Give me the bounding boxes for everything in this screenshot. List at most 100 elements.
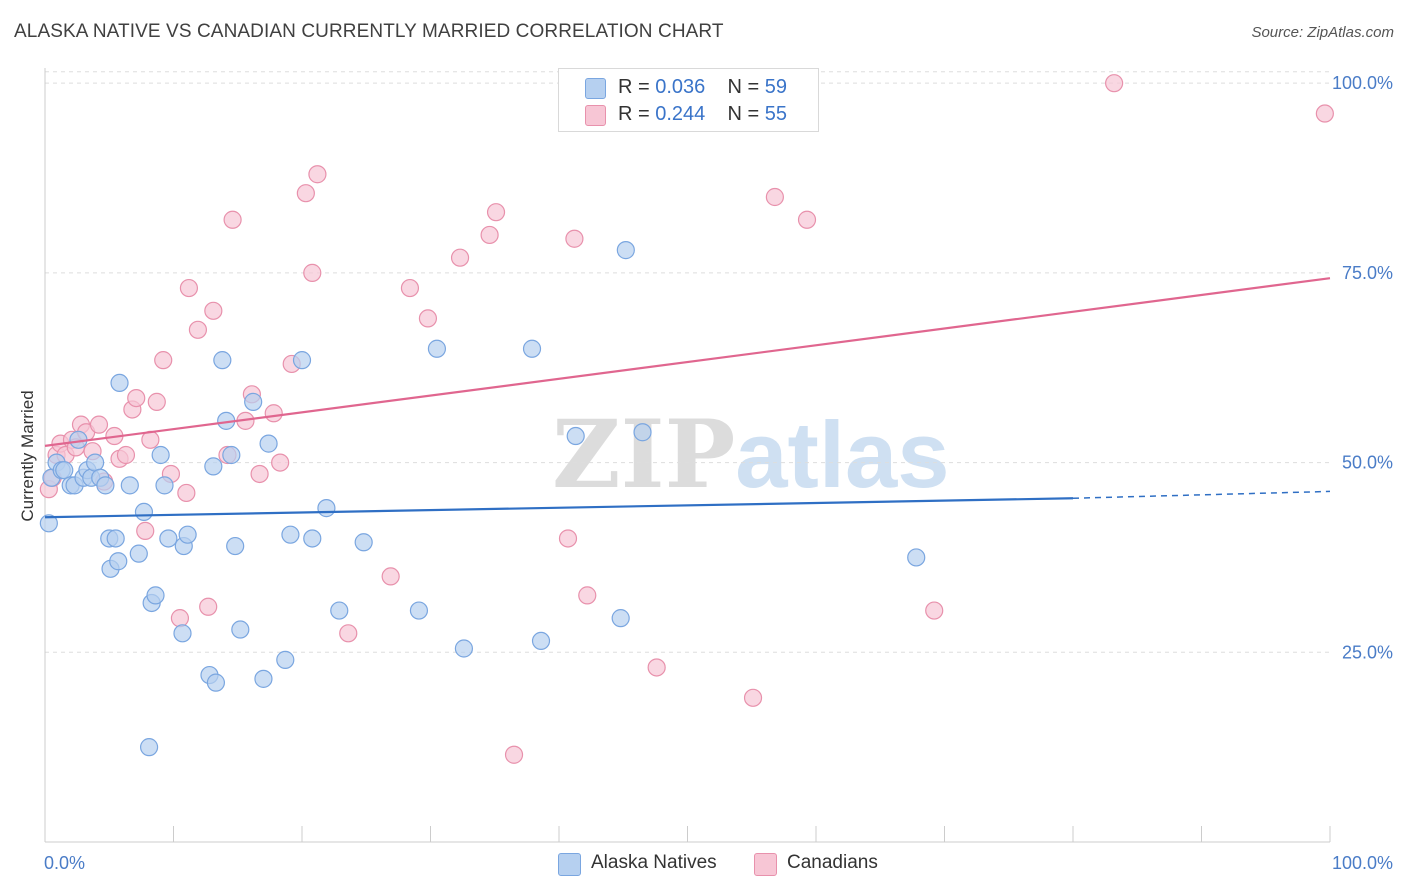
- alaska-point: [455, 640, 472, 657]
- legend-text-alaska: R = 0.036 N = 59: [618, 76, 787, 99]
- canadian-point: [148, 393, 165, 410]
- canadian-point: [251, 465, 268, 482]
- alaska-point: [174, 625, 191, 642]
- legend-r-label: R =: [618, 103, 650, 125]
- correlation-legend: R = 0.036 N = 59 R = 0.244 N = 55: [558, 68, 819, 132]
- alaska-point: [97, 477, 114, 494]
- canadian-point: [506, 746, 523, 763]
- alaska-point: [214, 352, 231, 369]
- alaska-point: [294, 352, 311, 369]
- alaska-point: [141, 739, 158, 756]
- alaska-point: [331, 602, 348, 619]
- canadian-point: [224, 211, 241, 228]
- alaska-point: [107, 530, 124, 547]
- x-tick-label: 0.0%: [44, 853, 85, 873]
- alaska-point: [260, 435, 277, 452]
- alaska-point: [147, 587, 164, 604]
- alaska-point: [160, 530, 177, 547]
- canadian-point: [205, 302, 222, 319]
- legend-n-value: 59: [765, 76, 787, 98]
- alaska-point: [121, 477, 138, 494]
- canadian-point: [799, 211, 816, 228]
- alaska-point: [524, 340, 541, 357]
- y-tick-label: 75.0%: [1342, 263, 1393, 283]
- alaska-point: [87, 454, 104, 471]
- legend-r-label: R =: [618, 76, 650, 98]
- alaska-point: [110, 553, 127, 570]
- canadian-point: [272, 454, 289, 471]
- alaska-point: [205, 458, 222, 475]
- canadian-point: [766, 189, 783, 206]
- legend-r-value: 0.036: [655, 76, 705, 98]
- alaska-point: [223, 447, 240, 464]
- legend-n-label: N =: [728, 76, 760, 98]
- canadian-point: [189, 321, 206, 338]
- canadian-point: [481, 226, 498, 243]
- alaska-point: [612, 610, 629, 627]
- canadian-point: [488, 204, 505, 221]
- alaska-point: [908, 549, 925, 566]
- canadian-point: [745, 689, 762, 706]
- alaska-point: [533, 632, 550, 649]
- alaska-point: [410, 602, 427, 619]
- series-label-canadians: Canadians: [787, 852, 878, 874]
- series-label-alaska: Alaska Natives: [591, 852, 717, 874]
- legend-n-value: 55: [765, 103, 787, 125]
- alaska-point: [304, 530, 321, 547]
- y-tick-label: 50.0%: [1342, 453, 1393, 473]
- canadian-point: [304, 264, 321, 281]
- alaska-point: [428, 340, 445, 357]
- canadian-point: [90, 416, 107, 433]
- canadian-point: [559, 530, 576, 547]
- canadian-point: [419, 310, 436, 327]
- canadian-point: [566, 230, 583, 247]
- alaska-point: [152, 447, 169, 464]
- alaska-point: [232, 621, 249, 638]
- canadian-point: [171, 610, 188, 627]
- canadian-point: [648, 659, 665, 676]
- alaska-point: [634, 424, 651, 441]
- alaska-trend-extension: [1073, 491, 1330, 498]
- canadian-point: [180, 280, 197, 297]
- alaska-point: [617, 242, 634, 259]
- alaska-point: [56, 462, 73, 479]
- legend-r-value: 0.244: [655, 103, 705, 125]
- alaska-point: [135, 503, 152, 520]
- alaska-point: [207, 674, 224, 691]
- canadian-point: [128, 390, 145, 407]
- alaska-point: [277, 651, 294, 668]
- canadian-point: [200, 598, 217, 615]
- canadian-point: [452, 249, 469, 266]
- alaska-point: [227, 538, 244, 555]
- canadian-point: [1316, 105, 1333, 122]
- alaska-point: [255, 670, 272, 687]
- alaska-point: [282, 526, 299, 543]
- alaska-point: [130, 545, 147, 562]
- alaska-point: [567, 428, 584, 445]
- alaska-point: [245, 393, 262, 410]
- series-swatch-canadians: [754, 853, 777, 876]
- canadian-point: [382, 568, 399, 585]
- canadian-point: [401, 280, 418, 297]
- canadian-point: [117, 447, 134, 464]
- alaska-trend-line: [45, 498, 1073, 517]
- canadian-point: [309, 166, 326, 183]
- canadian-point: [340, 625, 357, 642]
- alaska-point: [318, 500, 335, 517]
- canadian-point: [265, 405, 282, 422]
- canadian-point: [1106, 75, 1123, 92]
- canadian-point: [297, 185, 314, 202]
- alaska-point: [179, 526, 196, 543]
- legend-swatch-canadians: [585, 105, 606, 126]
- series-swatch-alaska: [558, 853, 581, 876]
- canadian-point: [155, 352, 172, 369]
- scatter-plot: 25.0%50.0%75.0%100.0%0.0% 100.0%: [0, 0, 1406, 892]
- canadian-point: [926, 602, 943, 619]
- y-tick-label: 25.0%: [1342, 642, 1393, 662]
- alaska-point: [111, 374, 128, 391]
- canadian-point: [137, 522, 154, 539]
- canadian-trend-line: [45, 278, 1330, 446]
- canadian-point: [579, 587, 596, 604]
- alaska-point: [355, 534, 372, 551]
- x-tick-label: 100.0%: [1332, 853, 1393, 873]
